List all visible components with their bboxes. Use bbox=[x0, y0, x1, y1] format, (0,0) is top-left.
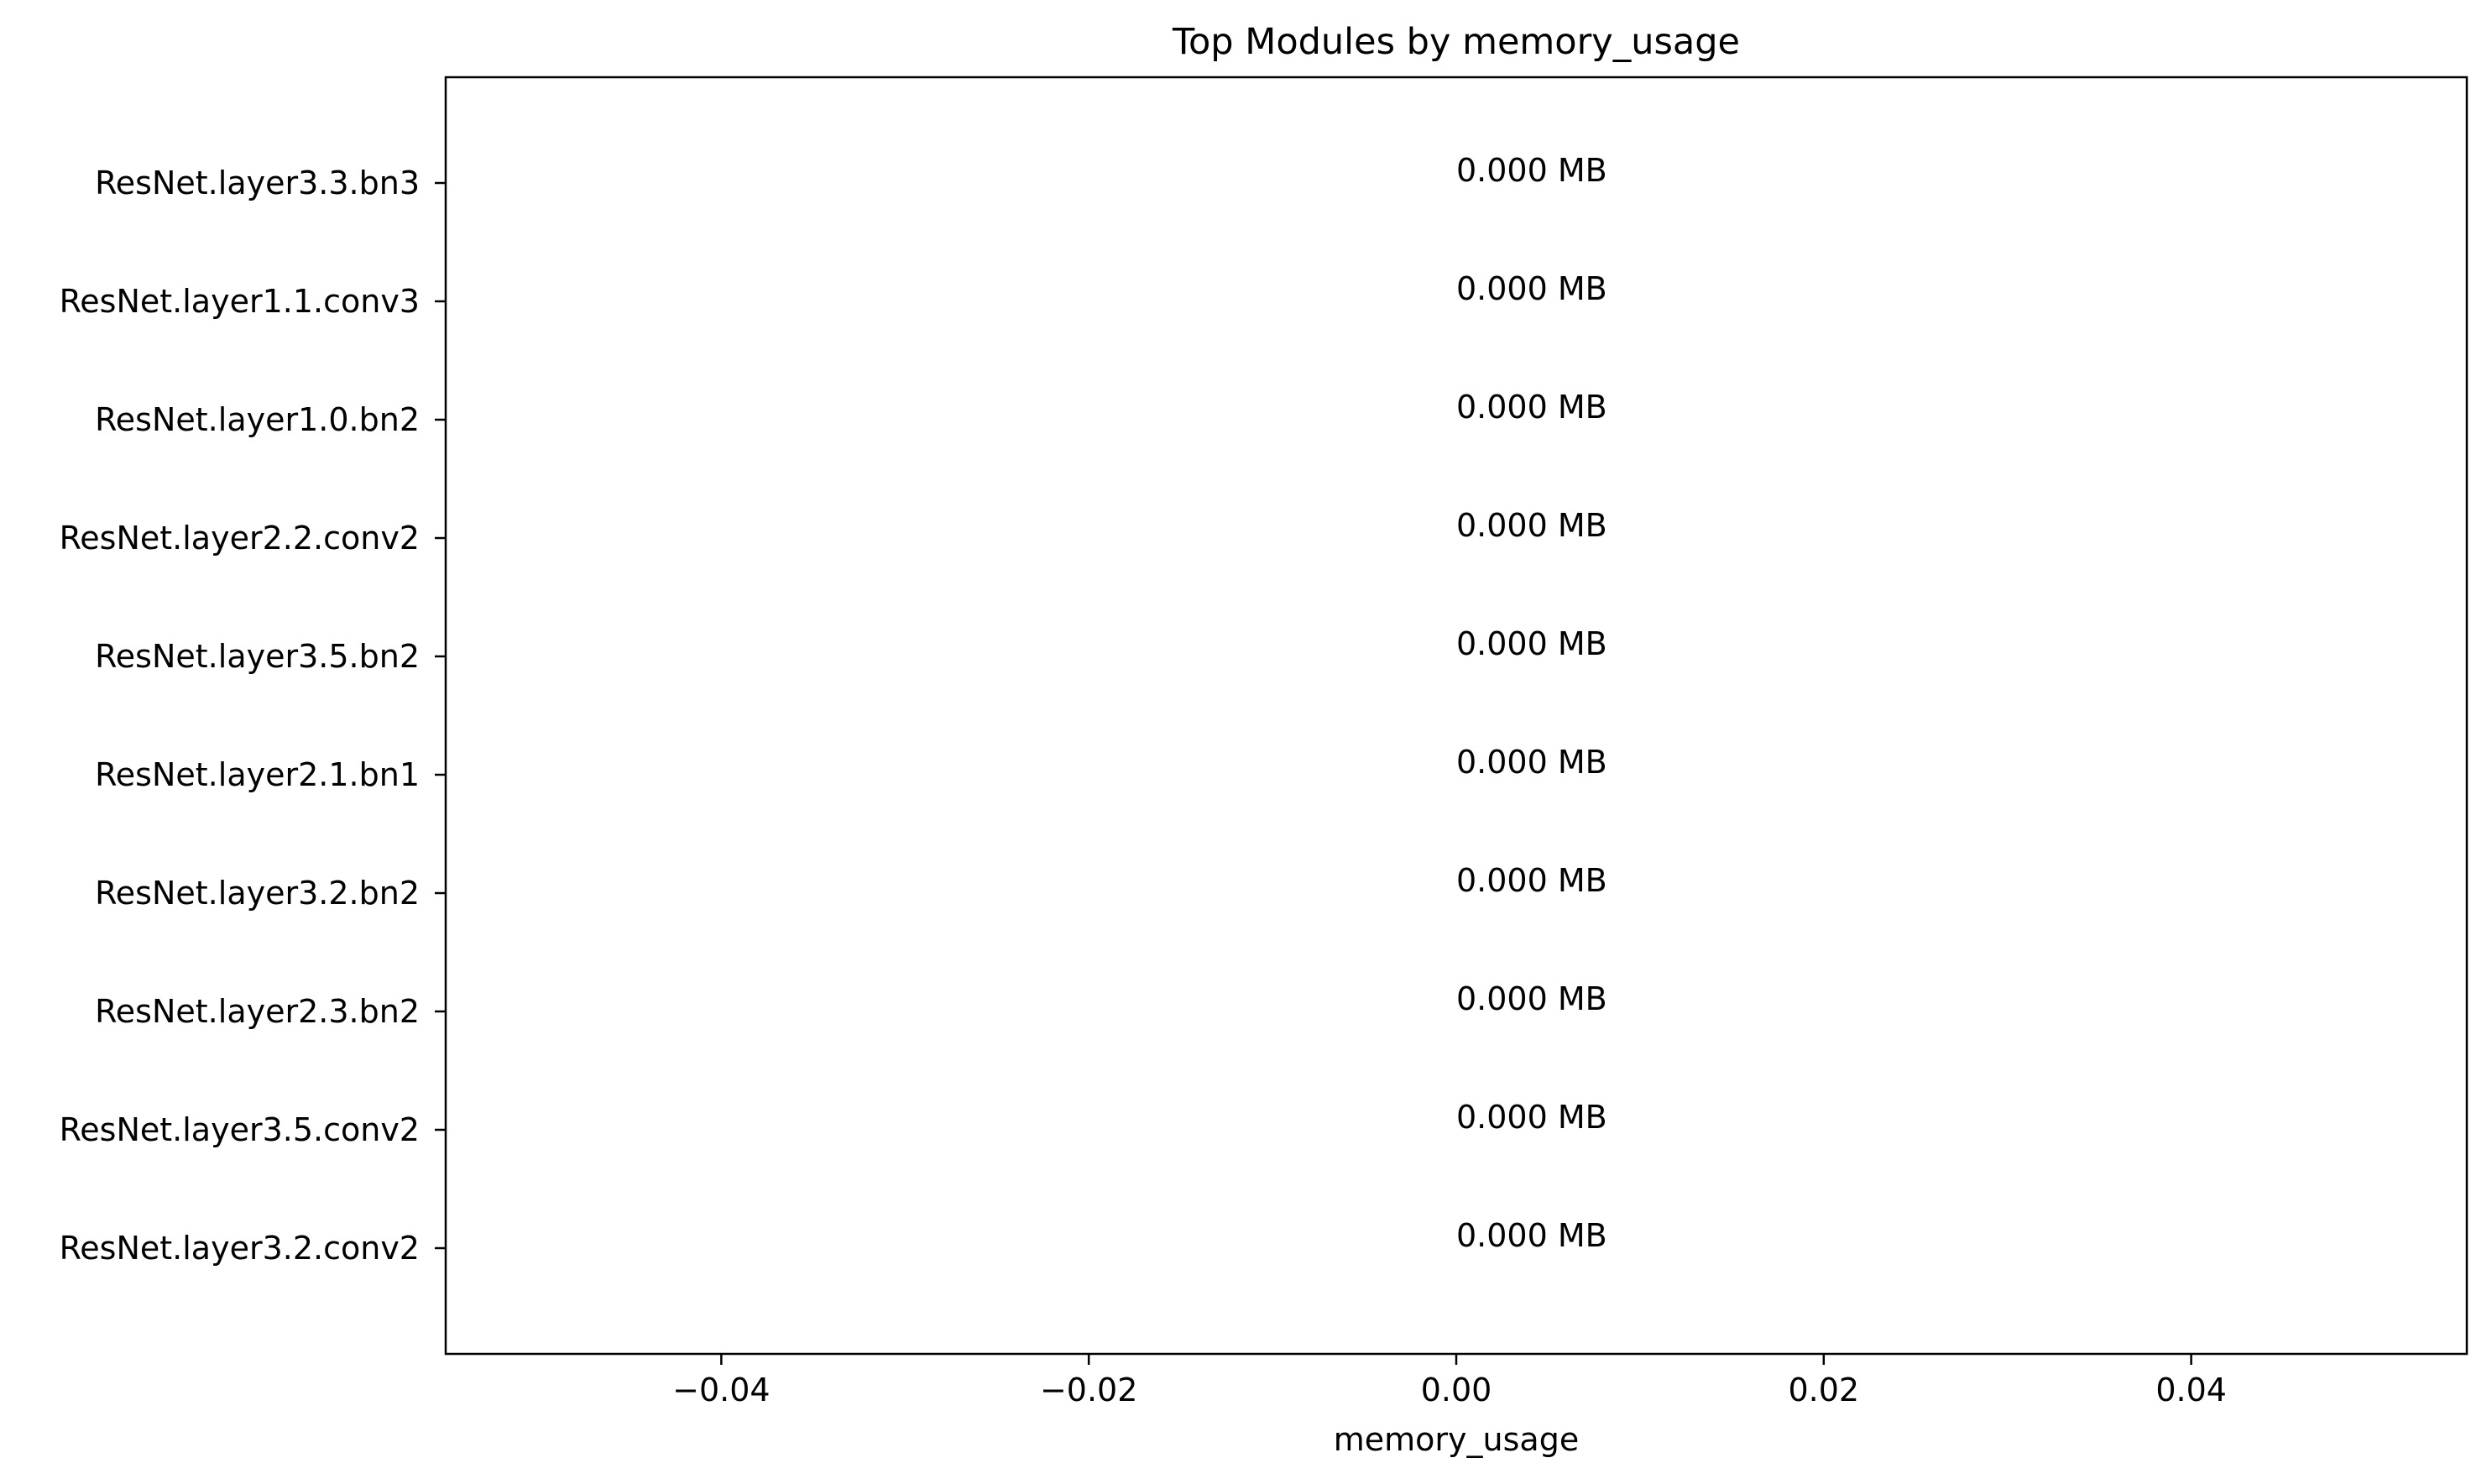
y-tick-label: ResNet.layer2.2.conv2 bbox=[60, 520, 420, 556]
y-tick-label: ResNet.layer3.2.conv2 bbox=[60, 1230, 420, 1267]
data-label: 0.000 MB bbox=[1456, 980, 1607, 1017]
data-label: 0.000 MB bbox=[1456, 862, 1607, 899]
data-label: 0.000 MB bbox=[1456, 389, 1607, 426]
y-tick-label: ResNet.layer1.1.conv3 bbox=[60, 283, 420, 320]
y-tick-label: ResNet.layer3.3.bn3 bbox=[95, 165, 420, 201]
chart-title: Top Modules by memory_usage bbox=[1172, 21, 1740, 63]
data-label: 0.000 MB bbox=[1456, 625, 1607, 662]
data-label: 0.000 MB bbox=[1456, 1217, 1607, 1254]
data-label: 0.000 MB bbox=[1456, 744, 1607, 781]
y-tick-label: ResNet.layer1.0.bn2 bbox=[95, 401, 420, 438]
x-axis-label: memory_usage bbox=[1334, 1421, 1579, 1458]
x-tick-label: 0.00 bbox=[1421, 1372, 1492, 1408]
y-tick-label: ResNet.layer3.5.conv2 bbox=[60, 1111, 420, 1148]
plot-area: ResNet.layer3.3.bn3 ResNet.layer1.1.conv3… bbox=[60, 76, 2468, 1408]
y-tick-label: ResNet.layer3.2.bn2 bbox=[95, 875, 420, 912]
y-tick-label: ResNet.layer2.1.bn1 bbox=[95, 756, 420, 793]
x-tick-label: −0.04 bbox=[672, 1372, 770, 1408]
data-label: 0.000 MB bbox=[1456, 1099, 1607, 1136]
plot-frame bbox=[444, 76, 2468, 1356]
y-tick-label: ResNet.layer2.3.bn2 bbox=[95, 993, 420, 1030]
data-label: 0.000 MB bbox=[1456, 152, 1607, 189]
x-tick-label: 0.04 bbox=[2155, 1372, 2227, 1408]
x-tick-label: 0.02 bbox=[1789, 1372, 1860, 1408]
y-tick-label: ResNet.layer3.5.bn2 bbox=[95, 638, 420, 675]
x-tick-label: −0.02 bbox=[1040, 1372, 1137, 1408]
data-label: 0.000 MB bbox=[1456, 507, 1607, 544]
data-label: 0.000 MB bbox=[1456, 270, 1607, 307]
